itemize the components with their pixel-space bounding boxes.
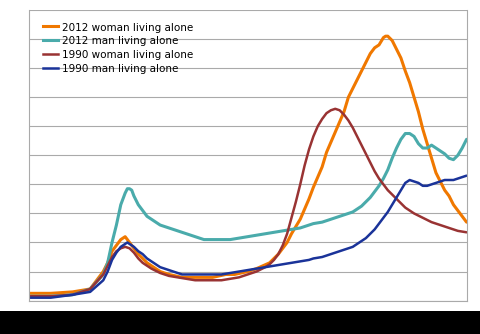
Legend: 2012 woman living alone, 2012 man living alone, 1990 woman living alone, 1990 ma: 2012 woman living alone, 2012 man living… [38,18,197,78]
